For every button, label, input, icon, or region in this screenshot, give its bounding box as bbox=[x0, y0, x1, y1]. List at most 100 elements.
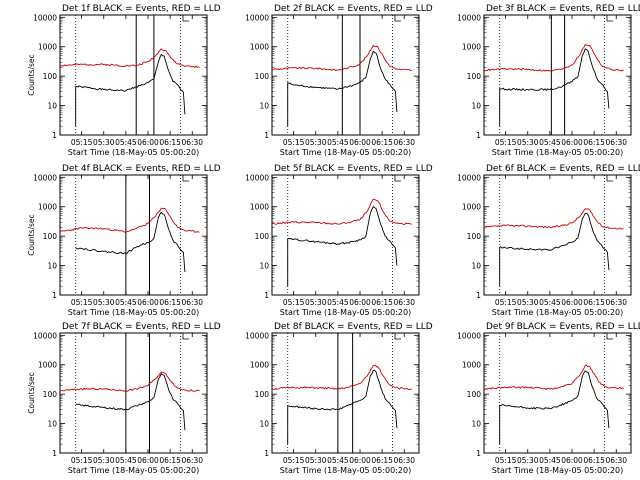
y-tick-label: 10 bbox=[471, 420, 481, 429]
y-tick-label: 10 bbox=[47, 262, 57, 271]
x-tick-label: 06:30 bbox=[605, 298, 627, 307]
chart-title: Det 8f BLACK = Events, RED = LLD bbox=[274, 322, 433, 332]
chart-panel: Det 6f BLACK = Events, RED = LLD 1 10 100 10… bbox=[457, 164, 640, 317]
y-tick-label: 1 bbox=[264, 449, 269, 458]
y-tick-label: 100 bbox=[467, 232, 482, 241]
x-tick-label: 06:30 bbox=[605, 456, 627, 465]
y-tick-label: 10000 bbox=[33, 331, 57, 340]
chart-panel: Det 4f BLACK = Events, RED = LLD 1 10 100 10… bbox=[27, 164, 221, 317]
events-series-line bbox=[287, 206, 398, 287]
chart-panel: Det 1f BLACK = Events, RED = LLD 1 10 100 10… bbox=[27, 4, 221, 157]
x-tick-label: 05:15 bbox=[283, 298, 305, 307]
x-tick-label: 06:00 bbox=[349, 456, 371, 465]
y-tick-label: 10 bbox=[259, 102, 269, 111]
x-tick-label: 05:45 bbox=[539, 456, 561, 465]
x-tick-label: 05:30 bbox=[305, 138, 327, 147]
events-series-line bbox=[499, 48, 610, 127]
plot-frame bbox=[483, 14, 632, 136]
x-tick-label: 06:30 bbox=[605, 138, 627, 147]
y-axis-label: Counts/sec bbox=[27, 372, 36, 413]
chart-title: Det 7f BLACK = Events, RED = LLD bbox=[62, 322, 221, 332]
y-tick-label: 10 bbox=[259, 262, 269, 271]
lld-series-line bbox=[271, 364, 412, 391]
x-tick-label: 06:15 bbox=[159, 298, 181, 307]
plot-frame bbox=[59, 14, 208, 136]
legend-box bbox=[182, 175, 189, 182]
x-tick-label: 05:45 bbox=[327, 298, 349, 307]
legend-box bbox=[606, 175, 613, 182]
y-tick-label: 1 bbox=[476, 131, 481, 140]
x-tick-label: 06:00 bbox=[137, 138, 159, 147]
x-tick-label: 05:15 bbox=[283, 456, 305, 465]
y-tick-label: 100 bbox=[43, 232, 58, 241]
lld-series-line bbox=[271, 45, 412, 71]
events-series-line bbox=[75, 53, 186, 127]
x-tick-label: 06:15 bbox=[371, 456, 393, 465]
legend-box bbox=[182, 15, 189, 22]
chart-title: Det 2f BLACK = Events, RED = LLD bbox=[274, 4, 433, 14]
x-tick-label: 05:15 bbox=[495, 298, 517, 307]
x-tick-label: 06:00 bbox=[561, 138, 583, 147]
y-tick-label: 1 bbox=[52, 449, 57, 458]
x-axis-label: Start Time (18-May-05 05:00:20) bbox=[492, 148, 623, 157]
x-tick-label: 05:45 bbox=[115, 298, 137, 307]
y-tick-label: 10 bbox=[47, 102, 57, 111]
events-series-line bbox=[75, 373, 186, 431]
x-tick-label: 05:15 bbox=[495, 138, 517, 147]
events-series-line bbox=[287, 50, 398, 127]
plot-frame bbox=[483, 332, 632, 454]
y-tick-label: 1000 bbox=[250, 43, 269, 52]
y-tick-label: 10 bbox=[259, 420, 269, 429]
y-tick-label: 10000 bbox=[457, 13, 481, 22]
y-tick-label: 100 bbox=[43, 390, 58, 399]
events-series-line bbox=[287, 369, 398, 445]
x-tick-label: 05:15 bbox=[71, 298, 93, 307]
plot-frame bbox=[483, 174, 632, 296]
x-tick-label: 05:30 bbox=[93, 456, 115, 465]
y-tick-label: 10000 bbox=[245, 173, 269, 182]
legend-box bbox=[606, 333, 613, 340]
y-tick-label: 10000 bbox=[33, 13, 57, 22]
x-axis-label: Start Time (18-May-05 05:00:20) bbox=[280, 466, 411, 475]
chart-panel: Det 5f BLACK = Events, RED = LLD 1 10 100 10… bbox=[245, 164, 433, 317]
y-tick-label: 10000 bbox=[245, 13, 269, 22]
lld-series-line bbox=[483, 364, 624, 390]
x-tick-label: 05:15 bbox=[71, 138, 93, 147]
legend-box bbox=[394, 15, 401, 22]
x-tick-label: 06:15 bbox=[159, 456, 181, 465]
chart-panel: Det 3f BLACK = Events, RED = LLD 1 10 100 10… bbox=[457, 4, 640, 157]
x-tick-label: 05:15 bbox=[283, 138, 305, 147]
x-tick-label: 06:30 bbox=[181, 456, 203, 465]
y-tick-label: 1 bbox=[264, 131, 269, 140]
y-tick-label: 1 bbox=[52, 291, 57, 300]
x-tick-label: 06:15 bbox=[159, 138, 181, 147]
y-tick-label: 100 bbox=[43, 72, 58, 81]
plot-frame bbox=[271, 14, 420, 136]
x-tick-label: 06:15 bbox=[371, 298, 393, 307]
x-tick-label: 06:15 bbox=[583, 138, 605, 147]
legend-box bbox=[394, 333, 401, 340]
x-tick-label: 06:30 bbox=[181, 138, 203, 147]
y-tick-label: 100 bbox=[255, 72, 270, 81]
y-tick-label: 100 bbox=[255, 390, 270, 399]
x-tick-label: 06:15 bbox=[371, 138, 393, 147]
plot-frame bbox=[271, 174, 420, 296]
y-tick-label: 1000 bbox=[462, 361, 481, 370]
x-tick-label: 06:00 bbox=[349, 138, 371, 147]
x-tick-label: 05:15 bbox=[71, 456, 93, 465]
x-tick-label: 06:15 bbox=[583, 298, 605, 307]
events-series-line bbox=[499, 212, 610, 287]
y-tick-label: 100 bbox=[467, 72, 482, 81]
lld-series-line bbox=[483, 208, 624, 230]
legend-box bbox=[182, 333, 189, 340]
x-axis-label: Start Time (18-May-05 05:00:20) bbox=[280, 148, 411, 157]
chart-title: Det 4f BLACK = Events, RED = LLD bbox=[62, 164, 221, 174]
chart-title: Det 9f BLACK = Events, RED = LLD bbox=[486, 322, 640, 332]
y-tick-label: 1000 bbox=[38, 203, 57, 212]
y-axis-label: Counts/sec bbox=[27, 214, 36, 255]
x-tick-label: 05:45 bbox=[327, 138, 349, 147]
chart-title: Det 5f BLACK = Events, RED = LLD bbox=[274, 164, 433, 174]
x-tick-label: 06:15 bbox=[583, 456, 605, 465]
y-tick-label: 100 bbox=[255, 232, 270, 241]
